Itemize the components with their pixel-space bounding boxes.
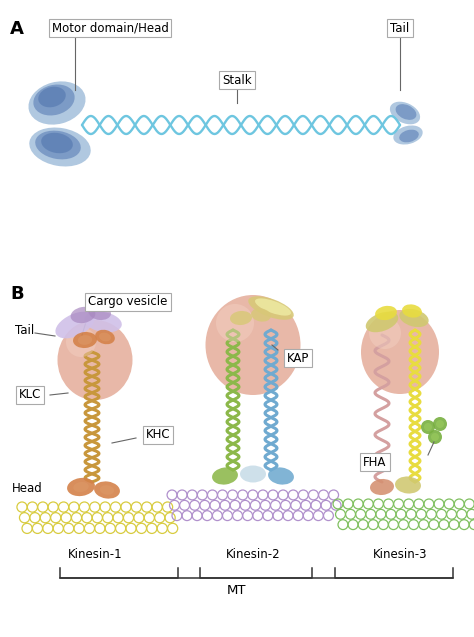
Text: Kinesin-3: Kinesin-3 (373, 548, 427, 561)
Ellipse shape (78, 335, 92, 345)
Ellipse shape (71, 307, 95, 323)
Ellipse shape (35, 131, 81, 159)
Text: MT: MT (227, 583, 247, 596)
Ellipse shape (268, 468, 294, 485)
Text: Motor domain/Head: Motor domain/Head (52, 22, 168, 34)
Ellipse shape (38, 87, 66, 107)
Ellipse shape (366, 311, 398, 333)
Ellipse shape (248, 296, 294, 320)
Ellipse shape (390, 102, 420, 124)
Ellipse shape (206, 295, 301, 395)
Ellipse shape (395, 476, 421, 494)
Ellipse shape (57, 320, 133, 400)
Text: Tail: Tail (15, 324, 34, 336)
Circle shape (433, 417, 447, 431)
Ellipse shape (216, 304, 254, 342)
Ellipse shape (73, 332, 97, 348)
Ellipse shape (66, 327, 96, 357)
Text: Head: Head (12, 482, 43, 494)
Ellipse shape (94, 482, 120, 499)
Ellipse shape (55, 311, 95, 338)
Text: KHC: KHC (146, 429, 170, 441)
Ellipse shape (251, 308, 271, 322)
Ellipse shape (89, 306, 111, 320)
Circle shape (421, 420, 435, 434)
Ellipse shape (393, 125, 423, 145)
Ellipse shape (84, 311, 122, 333)
Ellipse shape (29, 127, 91, 166)
Text: Cargo vesicle: Cargo vesicle (88, 296, 168, 308)
Ellipse shape (95, 330, 115, 344)
Circle shape (424, 423, 432, 431)
Ellipse shape (28, 82, 85, 125)
Circle shape (428, 430, 442, 444)
Ellipse shape (212, 468, 238, 485)
Ellipse shape (41, 132, 73, 154)
Text: KAP: KAP (287, 352, 309, 364)
Text: A: A (10, 20, 24, 38)
Ellipse shape (230, 311, 252, 325)
Text: KLC: KLC (19, 389, 41, 401)
Ellipse shape (375, 306, 397, 320)
Ellipse shape (73, 482, 89, 492)
Circle shape (436, 420, 444, 428)
Ellipse shape (361, 310, 439, 394)
Ellipse shape (255, 298, 291, 315)
Ellipse shape (399, 130, 419, 142)
Circle shape (431, 433, 439, 441)
Ellipse shape (402, 304, 422, 318)
Text: Kinesin-2: Kinesin-2 (226, 548, 280, 561)
Ellipse shape (369, 317, 401, 349)
Ellipse shape (400, 309, 428, 327)
Ellipse shape (396, 104, 416, 120)
Text: FHA: FHA (363, 455, 387, 468)
Text: B: B (10, 285, 24, 303)
Ellipse shape (370, 479, 394, 495)
Ellipse shape (240, 466, 266, 482)
Ellipse shape (100, 485, 114, 495)
Ellipse shape (33, 85, 74, 115)
Text: Kinesin-1: Kinesin-1 (68, 548, 122, 561)
Text: Tail: Tail (391, 22, 410, 34)
Ellipse shape (99, 333, 111, 341)
Text: Stalk: Stalk (222, 73, 252, 87)
Ellipse shape (67, 478, 95, 496)
